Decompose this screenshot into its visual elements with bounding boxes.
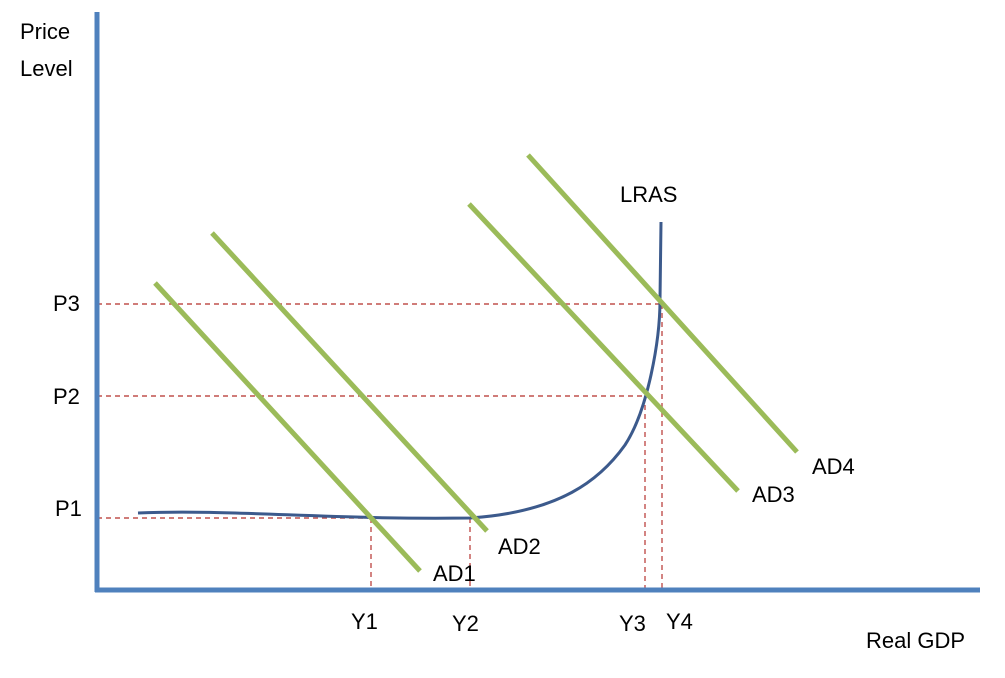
price-label-p2: P2 [53,384,80,409]
y-axis-label-line1: Price [20,19,70,44]
guide-lines [97,303,663,590]
lras-label: LRAS [620,182,677,207]
ad1-line [153,281,422,573]
ad4-label: AD4 [812,454,855,479]
output-label-y1: Y1 [351,609,378,634]
x-axis-label: Real GDP [866,628,965,653]
y-axis-label-line2: Level [20,56,73,81]
price-label-p1: P1 [55,496,82,521]
price-label-p3: P3 [53,291,80,316]
ad3-line [467,202,740,493]
lras-curve [137,221,663,520]
ad-lines [153,153,799,573]
output-label-y2: Y2 [452,611,479,636]
ad1-label: AD1 [433,561,476,586]
output-label-y4: Y4 [666,609,693,634]
ad4-line [526,153,799,454]
ad3-label: AD3 [752,482,795,507]
axes [94,12,980,593]
output-label-y3: Y3 [619,611,646,636]
ad2-line [210,231,489,533]
ad2-label: AD2 [498,534,541,559]
